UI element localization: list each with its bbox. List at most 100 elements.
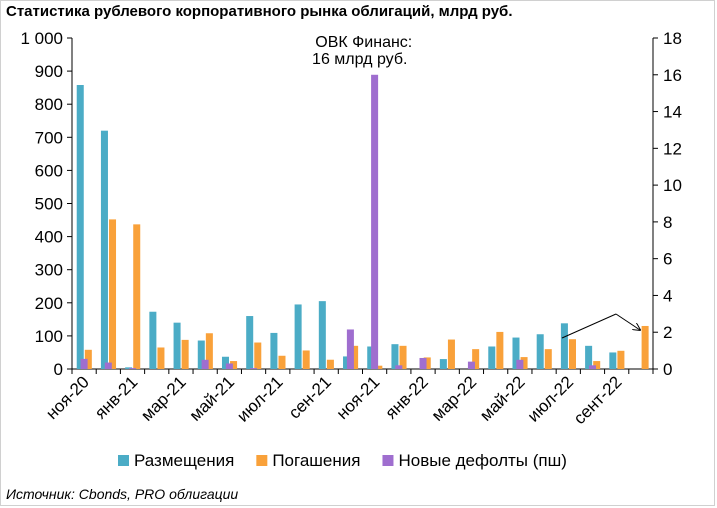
left-tick-label: 800: [35, 95, 63, 114]
bar-redemptions: [205, 333, 213, 369]
trend-arrow: [615, 313, 640, 330]
bar-redemptions: [423, 357, 431, 369]
x-tick-label: сен-21: [285, 372, 335, 422]
bar-defaults: [419, 357, 427, 369]
bar-placements: [270, 332, 278, 369]
bar-defaults: [588, 365, 596, 369]
bar-redemptions: [617, 350, 625, 369]
bar-placements: [536, 334, 544, 369]
bar-redemptions: [641, 325, 649, 369]
bar-placements: [294, 304, 302, 369]
bar-redemptions: [302, 350, 310, 369]
legend-swatch: [118, 455, 129, 466]
x-tick-label: июл-21: [233, 372, 286, 425]
chart-title: Статистика рублевого корпоративного рынк…: [6, 3, 513, 20]
bar-placements: [391, 344, 399, 369]
bar-redemptions: [278, 355, 286, 369]
bar-placements: [76, 85, 84, 369]
bar-redemptions: [399, 345, 407, 369]
bar-placements: [221, 356, 230, 369]
bar-redemptions: [593, 361, 601, 369]
bar-defaults: [129, 368, 137, 369]
bar-redemptions: [447, 339, 455, 369]
bar-placements: [100, 130, 108, 369]
bar-redemptions: [568, 339, 576, 369]
bar-redemptions: [109, 219, 117, 369]
x-tick-label: июл-22: [524, 372, 577, 425]
legend-label: Погашения: [272, 451, 360, 470]
bar-defaults: [395, 365, 403, 369]
bar-placements: [246, 316, 254, 369]
bar-redemptions: [254, 342, 262, 369]
right-tick-label: 12: [663, 139, 682, 158]
right-tick-label: 8: [663, 213, 672, 232]
annotation-line-2: 16 млрд руб.: [312, 51, 407, 68]
bar-redemptions: [84, 349, 92, 369]
left-tick-label: 700: [35, 128, 63, 147]
bar-defaults: [201, 359, 209, 369]
bar-placements: [488, 346, 496, 369]
bar-defaults: [516, 359, 524, 369]
left-tick-label: 1 000: [20, 29, 63, 48]
bar-placements: [343, 356, 351, 369]
bar-defaults: [104, 362, 112, 369]
left-tick-label: 300: [35, 261, 63, 280]
left-tick-label: 0: [54, 360, 63, 379]
bar-placements: [367, 346, 375, 369]
bar-placements: [318, 301, 326, 369]
right-tick-label: 0: [663, 360, 672, 379]
bar-placements: [609, 352, 617, 369]
left-tick-label: 900: [35, 62, 63, 81]
annotation-line-1: ОВК Финанс:: [315, 34, 412, 51]
bar-placements: [560, 323, 568, 369]
bar-redemptions: [520, 357, 528, 369]
x-tick-label: мар-22: [428, 372, 480, 424]
right-tick-label: 14: [663, 103, 682, 122]
bar-redemptions: [230, 361, 238, 369]
bar-placements: [173, 322, 181, 369]
bar-redemptions: [351, 345, 359, 369]
bar-defaults: [225, 363, 233, 369]
bar-placements: [149, 311, 157, 369]
x-tick-label: янв-21: [91, 372, 141, 422]
bar-redemptions: [326, 359, 334, 369]
left-tick-label: 100: [35, 327, 63, 346]
legend-swatch: [382, 455, 394, 466]
bar-defaults: [346, 329, 354, 369]
right-tick-label: 16: [663, 66, 682, 85]
left-tick-label: 200: [35, 294, 63, 313]
right-tick-label: 6: [663, 250, 672, 269]
trend-line: [561, 313, 617, 339]
bar-placements: [197, 340, 205, 369]
right-tick-label: 4: [663, 286, 672, 305]
bar-defaults: [371, 74, 379, 370]
right-tick-label: 18: [663, 29, 682, 48]
bar-redemptions: [157, 347, 165, 369]
chart-source: Источник: Cbonds, PRO облигации: [6, 486, 239, 502]
bar-redemptions: [133, 224, 141, 369]
bar-defaults: [250, 368, 258, 369]
left-tick-label: 400: [35, 228, 63, 247]
right-tick-label: 10: [663, 176, 682, 195]
bar-redemptions: [181, 339, 189, 369]
bar-redemptions: [544, 349, 552, 369]
bar-redemptions: [375, 365, 383, 369]
left-tick-label: 600: [35, 161, 63, 180]
x-tick-label: май-21: [186, 372, 238, 424]
x-tick-label: янв-22: [382, 372, 432, 422]
right-tick-label: 2: [663, 323, 672, 342]
bar-defaults: [467, 361, 475, 369]
left-tick-label: 500: [35, 195, 63, 214]
bar-redemptions: [496, 331, 504, 369]
bar-defaults: [80, 358, 88, 369]
legend-label: Размещения: [134, 451, 234, 470]
x-tick-label: мар-21: [137, 372, 189, 424]
bar-placements: [585, 345, 593, 369]
x-tick-label: сент-22: [570, 372, 626, 428]
legend-swatch: [256, 455, 268, 466]
bar-placements: [512, 337, 520, 369]
legend-label: Новые дефолты (пш): [398, 451, 566, 470]
x-tick-label: май-22: [476, 372, 528, 424]
